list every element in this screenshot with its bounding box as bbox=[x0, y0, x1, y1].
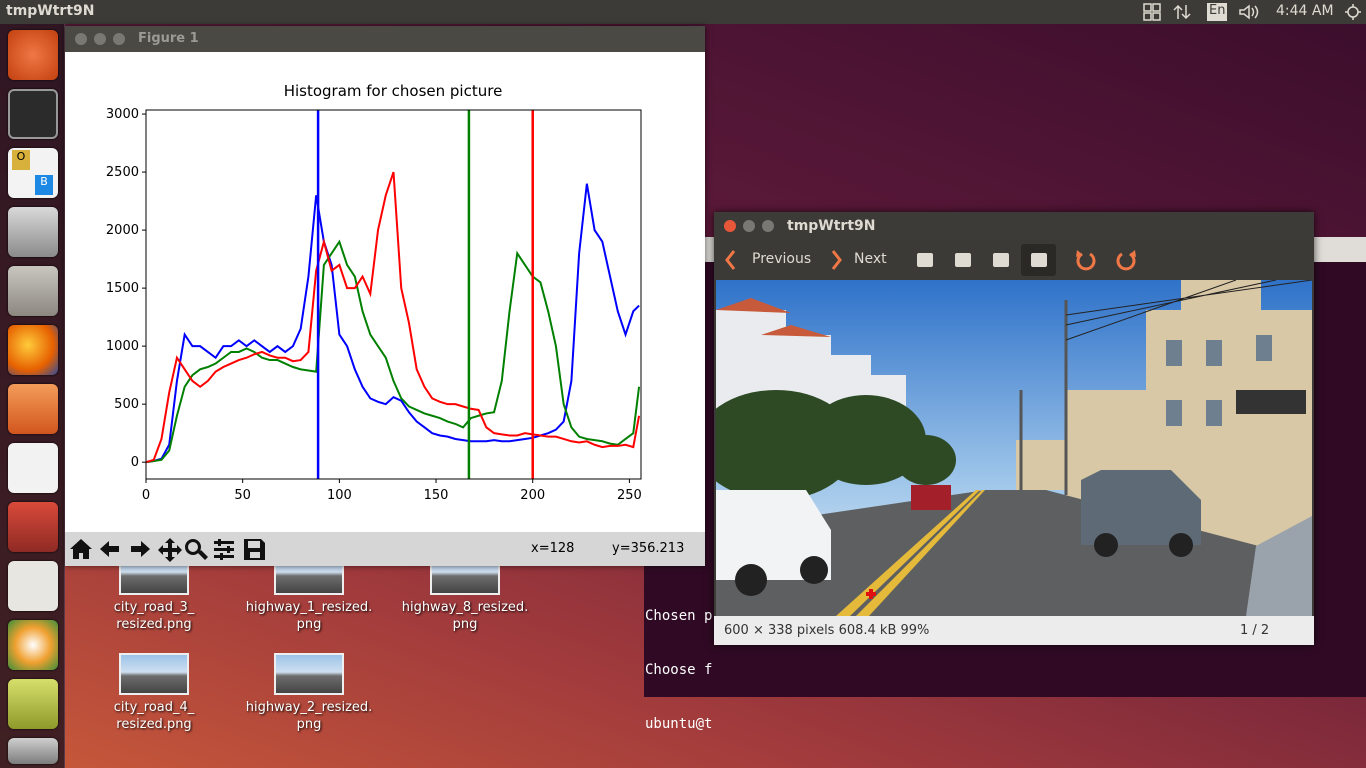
launcher: O B bbox=[0, 24, 65, 768]
viewer-titlebar: tmpWtrt9N bbox=[714, 212, 1314, 240]
maximize-button[interactable] bbox=[113, 33, 125, 45]
x-tick-label: 150 bbox=[424, 488, 449, 503]
x-tick-label: 250 bbox=[617, 488, 642, 503]
cursor-y: y=356.213 bbox=[612, 541, 685, 556]
y-tick-label: 1500 bbox=[106, 281, 139, 296]
icon-label: highway_8_resized. bbox=[401, 600, 529, 615]
y-tick-label: 2500 bbox=[106, 165, 139, 180]
office-badge: O bbox=[12, 150, 30, 170]
chart-title: Histogram for chosen picture bbox=[284, 82, 503, 100]
window-title: Figure 1 bbox=[138, 31, 199, 46]
keyboard-indicator[interactable]: En bbox=[1209, 3, 1226, 18]
terminal-line: Choose f bbox=[645, 662, 713, 678]
office-icon[interactable]: O B bbox=[8, 148, 58, 198]
window-title: tmpWtrt9N bbox=[787, 218, 876, 234]
y-tick-label: 2000 bbox=[106, 223, 139, 238]
zoom-button[interactable] bbox=[185, 539, 208, 560]
trash-icon[interactable] bbox=[8, 738, 58, 764]
y-tick-label: 0 bbox=[131, 455, 139, 470]
icon-label: resized.png bbox=[116, 717, 192, 732]
editor-icon[interactable] bbox=[8, 561, 58, 611]
icon-label: png bbox=[452, 617, 478, 632]
y-tick-label: 3000 bbox=[106, 107, 139, 122]
series-line bbox=[145, 171, 641, 464]
figure-window: Figure 1 Histogram for chosen picture 0 5… bbox=[65, 26, 705, 566]
thumbnail bbox=[119, 653, 189, 695]
image-index: 1 / 2 bbox=[1240, 623, 1270, 638]
configure-button[interactable] bbox=[214, 539, 234, 560]
x-tick-label: 200 bbox=[520, 488, 545, 503]
indicators bbox=[1143, 3, 1361, 21]
amazon-icon[interactable] bbox=[8, 443, 58, 493]
toolbar-icons bbox=[70, 538, 265, 562]
viewer-icon[interactable] bbox=[8, 679, 58, 729]
terminal-line: ubuntu@t bbox=[645, 716, 713, 732]
save-button[interactable] bbox=[244, 539, 265, 560]
software-icon[interactable] bbox=[8, 384, 58, 434]
icon-label: highway_1_resized. bbox=[245, 600, 373, 615]
forward-button[interactable] bbox=[131, 541, 150, 557]
close-button[interactable] bbox=[724, 220, 736, 232]
series-line bbox=[145, 239, 641, 464]
figure-titlebar: Figure 1 bbox=[65, 26, 705, 52]
maximize-button[interactable] bbox=[762, 220, 774, 232]
x-tick-label: 50 bbox=[234, 488, 251, 503]
icon-label: resized.png bbox=[116, 617, 192, 632]
chart: Histogram for chosen picture 05001000150… bbox=[106, 82, 642, 503]
axes-frame bbox=[145, 109, 642, 480]
icon-label: highway_2_resized. bbox=[245, 700, 373, 715]
desktop-icon[interactable]: city_road_4_ resized.png bbox=[79, 653, 229, 733]
x-tick-label: 100 bbox=[327, 488, 352, 503]
y-tick-label: 1000 bbox=[106, 339, 139, 354]
pan-button[interactable] bbox=[158, 538, 182, 562]
x-tick-label: 0 bbox=[142, 488, 150, 503]
firefox-icon[interactable] bbox=[8, 325, 58, 375]
settings-icon[interactable] bbox=[8, 502, 58, 552]
thumbnail bbox=[274, 653, 344, 695]
close-button[interactable] bbox=[75, 33, 87, 45]
dash-icon[interactable] bbox=[8, 30, 58, 80]
icon-label: city_road_4_ bbox=[113, 700, 195, 715]
app-title: tmpWtrt9N bbox=[6, 3, 95, 19]
office-badge: B bbox=[35, 175, 53, 195]
terminal-output: Chosen p Choose f ubuntu@t (x,y) = Chose… bbox=[645, 571, 1168, 768]
clock[interactable]: 4:44 AM bbox=[1276, 3, 1334, 19]
icon-label: png bbox=[296, 717, 322, 732]
terminal-line: Chosen p bbox=[645, 608, 713, 624]
viewer-toolbar: Previous Next bbox=[714, 240, 1314, 280]
series-line bbox=[145, 183, 640, 464]
camera-icon[interactable] bbox=[8, 207, 58, 257]
app-icon[interactable] bbox=[8, 620, 58, 670]
minimize-button[interactable] bbox=[743, 220, 755, 232]
top-bar: tmpWtrt9N En 4:44 AM bbox=[0, 0, 1366, 24]
image-info: 600 × 338 pixels 608.4 kB 99% bbox=[724, 623, 930, 638]
icon-label: png bbox=[296, 617, 322, 632]
photo bbox=[716, 280, 1312, 616]
minimize-button[interactable] bbox=[94, 33, 106, 45]
back-button[interactable] bbox=[100, 541, 119, 557]
terminal-icon[interactable] bbox=[8, 89, 58, 139]
figure-toolbar: x=128 y=356.213 bbox=[65, 532, 705, 566]
cursor-x: x=128 bbox=[531, 541, 575, 556]
icon-label: city_road_3_ bbox=[113, 600, 195, 615]
desktop-icon[interactable]: highway_2_resized.png bbox=[234, 653, 384, 733]
toolbar-icons bbox=[725, 244, 1136, 276]
previous-button[interactable]: Previous bbox=[752, 251, 812, 267]
y-tick-label: 500 bbox=[114, 397, 139, 412]
viewer-statusbar: 600 × 338 pixels 608.4 kB 99% 1 / 2 bbox=[714, 616, 1314, 645]
files-icon[interactable] bbox=[8, 266, 58, 316]
home-button[interactable] bbox=[70, 539, 92, 559]
next-button[interactable]: Next bbox=[854, 251, 887, 267]
image-viewer-window: tmpWtrt9N Previous Next 600 bbox=[714, 212, 1314, 645]
